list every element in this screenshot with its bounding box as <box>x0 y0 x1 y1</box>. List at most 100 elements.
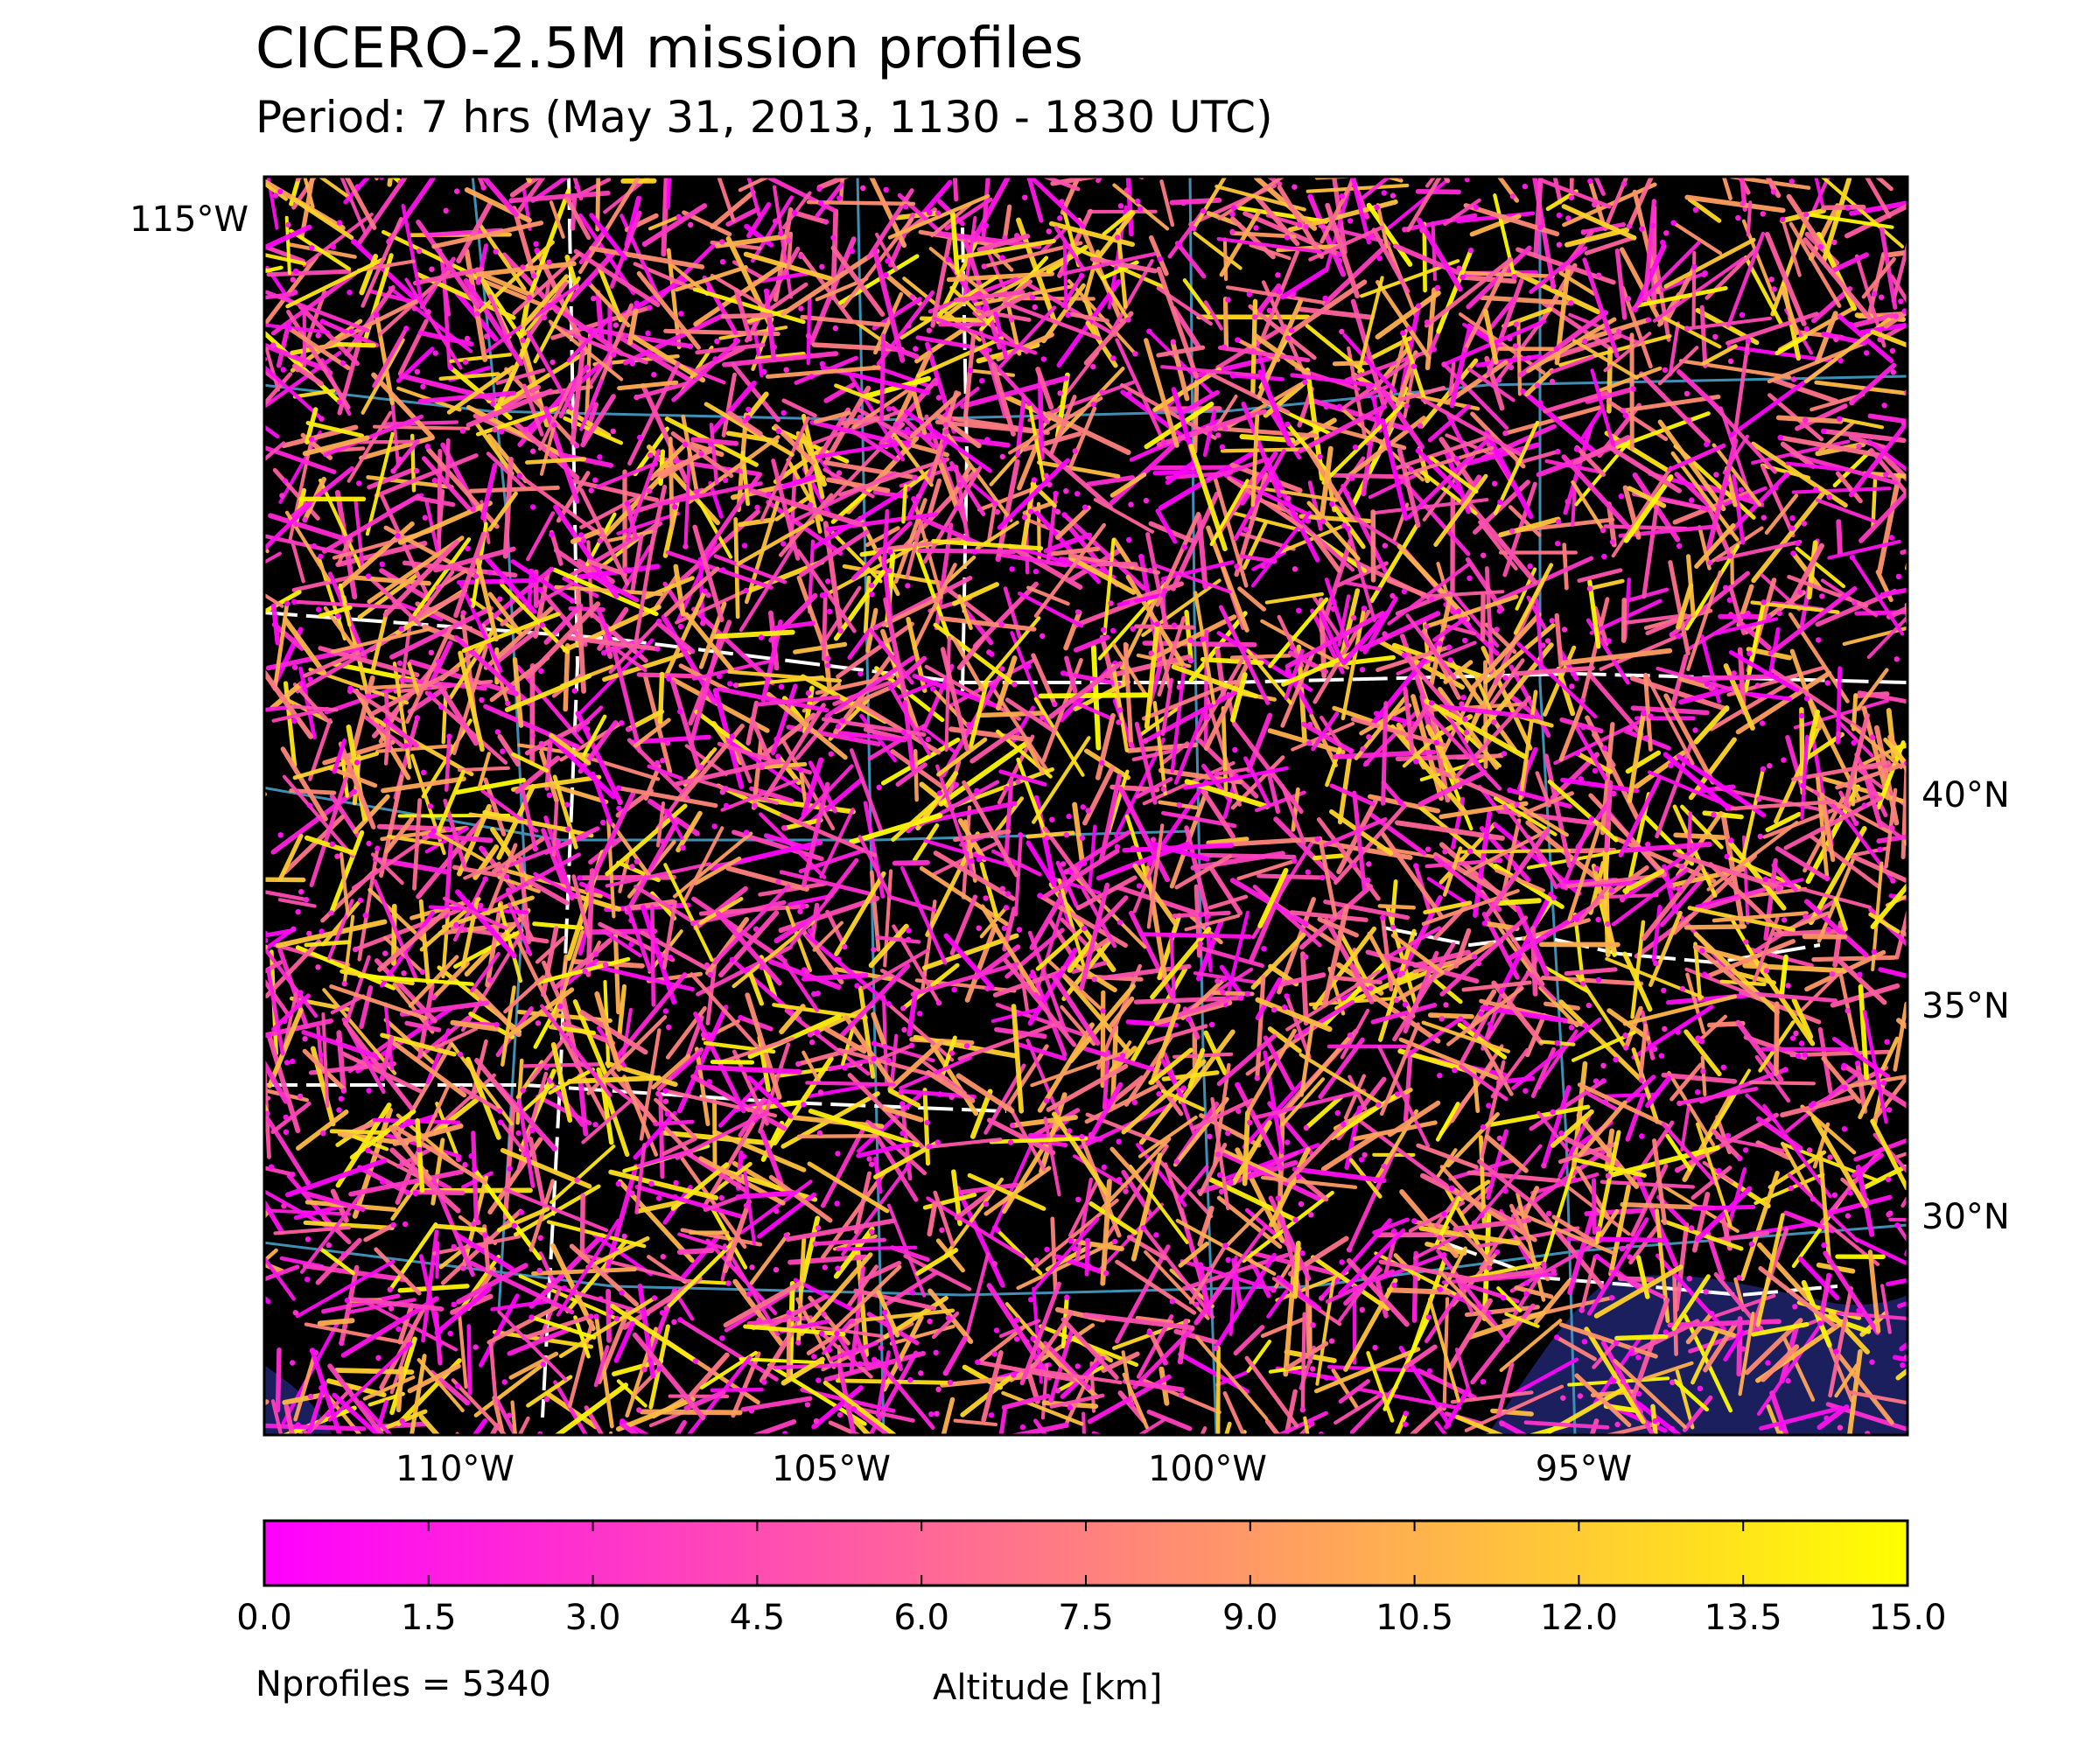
profile-point <box>497 1108 503 1114</box>
profile-track <box>675 264 748 292</box>
profile-track <box>650 904 656 1007</box>
profile-track <box>995 458 1020 562</box>
profile-point <box>453 921 459 928</box>
profile-track <box>1121 1059 1207 1135</box>
profile-track <box>1438 688 1476 760</box>
profile-track <box>954 465 970 542</box>
profile-point <box>849 734 856 740</box>
profile-point <box>804 1402 811 1408</box>
profile-track <box>733 517 740 620</box>
profile-point <box>1116 719 1122 725</box>
profile-point <box>335 613 341 620</box>
profile-track <box>1138 704 1182 737</box>
profile-point <box>533 241 539 247</box>
profile-point <box>948 466 955 472</box>
profile-track <box>1343 1074 1367 1120</box>
profile-track <box>1853 1138 1908 1162</box>
profile-point <box>1099 389 1105 396</box>
profile-track <box>1632 189 1661 295</box>
profile-point <box>268 1164 275 1170</box>
profile-track <box>993 311 1009 360</box>
profile-point <box>913 346 919 352</box>
profile-track <box>1580 597 1610 704</box>
profile-point <box>1725 1132 1732 1139</box>
profile-point <box>974 788 980 794</box>
profile-track <box>1544 966 1591 994</box>
profile-track <box>1242 1110 1250 1186</box>
profile-track <box>1399 1189 1460 1258</box>
profile-track <box>552 774 578 850</box>
profile-track <box>773 1362 883 1370</box>
profile-track <box>444 837 454 919</box>
profile-point <box>588 487 594 494</box>
profile-track <box>1721 177 1732 200</box>
profile-point <box>979 378 985 384</box>
profile-track <box>1230 374 1284 382</box>
profile-track <box>1665 1133 1693 1172</box>
profile-point <box>334 853 340 859</box>
profile-track <box>627 308 639 346</box>
profile-track <box>1298 404 1386 453</box>
profile-track <box>525 601 601 680</box>
profile-point <box>872 1356 878 1363</box>
profile-track <box>264 268 269 272</box>
profile-track <box>1037 1022 1095 1113</box>
profile-track <box>1386 578 1428 598</box>
profile-track <box>1491 898 1542 906</box>
profile-track <box>1412 1230 1466 1260</box>
profile-point <box>629 864 635 870</box>
profile-point <box>1900 420 1908 426</box>
profile-track <box>1774 846 1828 880</box>
profile-track <box>570 527 605 544</box>
profile-track <box>328 830 365 916</box>
profile-track <box>802 413 825 500</box>
profile-point <box>628 941 634 948</box>
profile-track <box>292 682 329 722</box>
map-panel <box>262 175 1909 1437</box>
profile-track <box>802 407 851 483</box>
profile-point <box>1319 1295 1325 1301</box>
profile-track <box>1257 867 1289 928</box>
profile-point <box>1679 985 1686 992</box>
profile-track <box>1785 461 1844 472</box>
profile-track <box>1169 934 1176 998</box>
profile-track <box>519 299 530 339</box>
profile-point <box>1777 434 1783 441</box>
profile-point <box>327 370 333 376</box>
profile-track <box>1213 477 1249 588</box>
profile-track <box>1332 976 1382 984</box>
profile-point <box>1030 1335 1036 1342</box>
profile-track <box>1079 882 1110 990</box>
profile-point <box>928 1411 934 1418</box>
profile-point <box>1555 541 1561 547</box>
profile-track <box>1442 362 1509 430</box>
profile-point <box>1565 215 1572 221</box>
profile-track <box>1516 791 1574 818</box>
profile-track <box>709 423 719 486</box>
profile-track <box>1836 1311 1908 1321</box>
profile-point <box>1200 207 1207 214</box>
profile-point <box>302 516 308 523</box>
profile-track <box>1812 1122 1830 1169</box>
profile-track <box>500 985 516 1067</box>
profile-point <box>1586 1002 1592 1009</box>
profile-track <box>1393 243 1467 278</box>
profile-track <box>1641 864 1703 942</box>
profile-point <box>1080 804 1087 810</box>
profile-point <box>1452 1067 1458 1074</box>
profile-point <box>887 549 893 555</box>
profile-track <box>721 1036 794 1064</box>
profile-track <box>541 828 569 892</box>
profile-track <box>1466 367 1516 402</box>
profile-track <box>299 177 315 240</box>
profile-point <box>1676 1100 1683 1107</box>
profile-point <box>1771 286 1777 292</box>
profile-track <box>774 494 813 522</box>
profile-track <box>521 274 570 328</box>
profile-point <box>1525 355 1532 361</box>
profile-track <box>1691 250 1697 328</box>
profile-track <box>1017 592 1084 628</box>
profile-track <box>340 177 368 235</box>
profile-track <box>1606 501 1617 548</box>
profile-point <box>1307 193 1313 200</box>
